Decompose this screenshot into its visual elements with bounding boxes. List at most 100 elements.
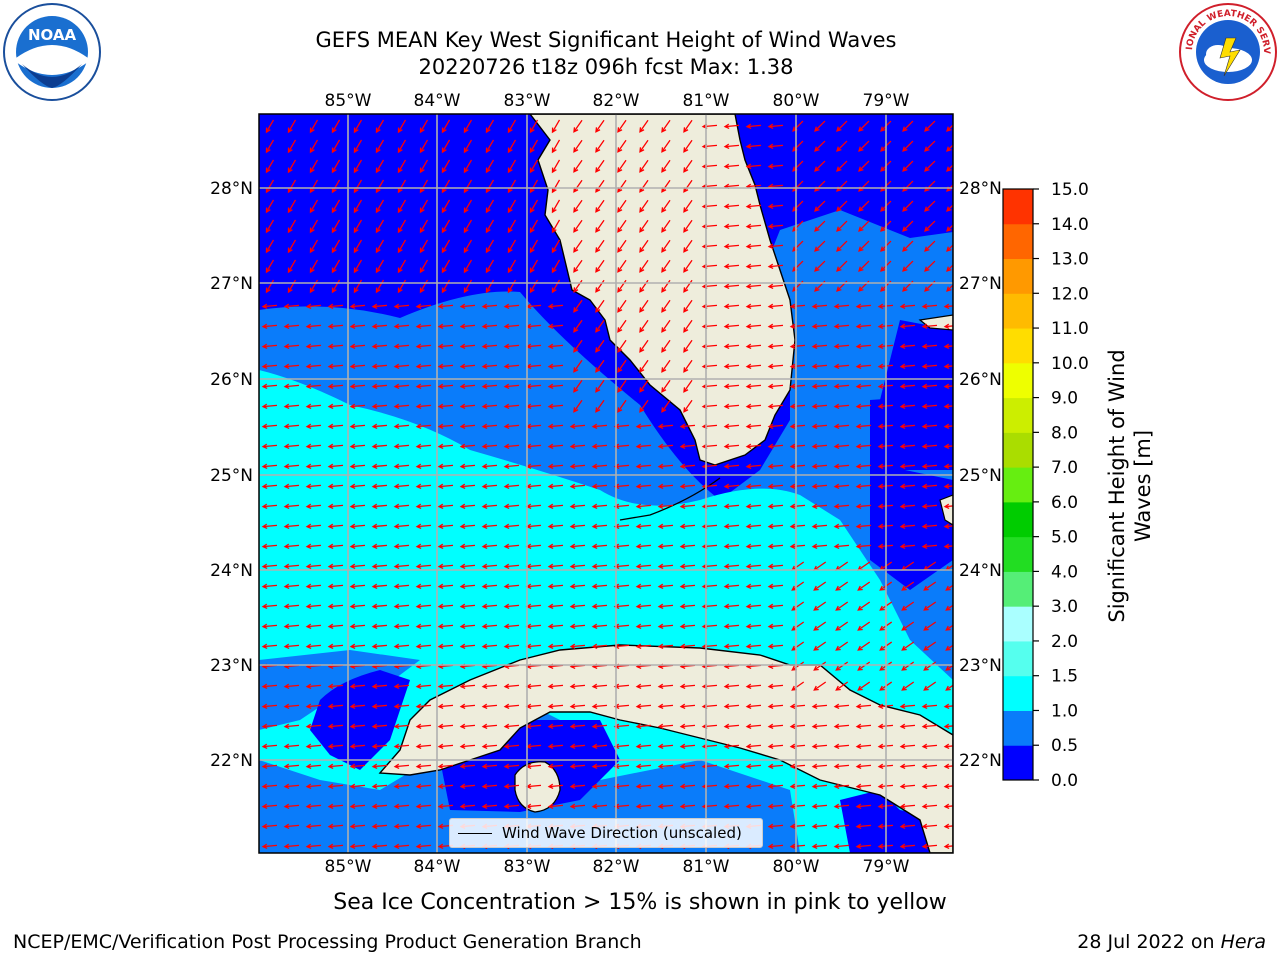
wind-wave-arrow [723,643,740,650]
wind-wave-arrow [767,743,784,750]
wind-wave-arrow [327,843,344,850]
wind-wave-arrow [833,803,850,810]
wind-wave-arrow [745,743,762,750]
wind-wave-arrow [639,159,649,173]
wind-wave-arrow [547,803,564,810]
wind-wave-arrow [835,661,849,671]
colorbar-tick-label: 9.0 [1051,389,1078,409]
wind-wave-arrow [287,239,297,254]
wind-wave-arrow [635,483,652,490]
wind-wave-arrow [503,543,520,550]
wind-wave-arrow [902,260,914,272]
wind-wave-arrow [789,343,806,350]
wind-wave-arrow [921,703,938,710]
wind-wave-arrow [921,323,938,330]
wind-wave-arrow [353,119,363,134]
wind-wave-arrow [353,179,363,194]
wind-wave-arrow [485,119,495,134]
wind-wave-arrow [261,503,278,510]
wind-wave-arrow [463,219,473,234]
colorbar-segment [1003,223,1033,260]
wind-wave-arrow [833,783,850,790]
wind-wave-arrow [283,483,300,490]
lon-label-top: 81°W [683,91,730,111]
wind-wave-arrow [924,160,936,172]
wind-wave-arrow [924,220,936,232]
wind-wave-arrow [265,179,275,194]
wind-wave-arrow [437,503,454,510]
wind-wave-arrow [305,563,322,570]
wind-wave-arrow [745,123,762,130]
wind-wave-arrow [635,523,652,530]
wind-wave-arrow [459,383,476,390]
wind-wave-arrow [547,483,564,490]
wind-wave-arrow [814,120,826,132]
wind-wave-arrow [459,423,476,430]
wind-wave-arrow [591,763,608,770]
wind-wave-arrow [397,259,407,274]
wind-wave-arrow [375,179,385,194]
wind-wave-arrow [393,703,410,710]
wind-wave-arrow [899,843,916,850]
wind-wave-arrow [393,583,410,590]
nws-logo: NATIONAL WEATHER SERVICE [1174,0,1278,102]
wind-wave-arrow [415,603,432,610]
wind-wave-arrow [946,144,953,152]
wind-wave-arrow [679,683,696,690]
wind-wave-arrow [855,763,872,770]
colorbar-tick-label: 12.0 [1051,284,1089,304]
wind-wave-arrow [789,403,806,410]
wind-wave-arrow [265,139,275,154]
wind-wave-arrow [459,643,476,650]
wind-wave-arrow [327,343,344,350]
wind-wave-arrow [767,463,784,470]
colorbar-tick-label: 15.0 [1051,180,1089,200]
wind-wave-arrow [547,363,564,370]
wind-wave-arrow [437,683,454,690]
wind-wave-arrow [657,423,674,430]
wind-wave-arrow [569,643,586,650]
wind-wave-arrow [767,363,784,370]
wind-wave-arrow [858,260,870,272]
colorbar-tick-label: 11.0 [1051,319,1089,339]
wind-wave-arrow [813,641,827,651]
wind-wave-arrow [899,543,916,550]
wind-wave-arrow [415,303,432,310]
wind-wave-arrow [836,260,848,272]
wind-wave-arrow [415,743,432,750]
wind-wave-arrow [679,463,696,470]
wind-wave-arrow [767,483,784,490]
wind-wave-arrow [857,661,871,671]
wind-wave-arrow [789,323,806,330]
wind-wave-arrow [481,623,498,630]
wind-wave-arrow [946,164,953,172]
wind-wave-arrow [683,359,693,373]
colorbar-tick-label: 2.0 [1051,632,1078,652]
wind-wave-arrow [789,543,806,550]
wind-wave-arrow [371,503,388,510]
wind-wave-arrow [349,603,366,610]
wind-wave-arrow [767,803,784,810]
wind-wave-arrow [547,563,564,570]
wind-wave-arrow [437,483,454,490]
wind-wave-arrow [485,279,495,294]
wind-wave-arrow [573,299,583,313]
wind-wave-arrow [723,523,740,530]
wind-wave-arrow [437,443,454,450]
wind-wave-arrow [503,323,520,330]
wind-wave-arrow [767,143,784,150]
wind-wave-arrow [415,403,432,410]
wind-wave-arrow [835,681,849,691]
wind-wave-arrow [437,803,454,810]
wind-wave-arrow [683,239,693,253]
wind-wave-arrow [833,403,850,410]
wind-wave-arrow [529,199,539,214]
wind-wave-arrow [503,523,520,530]
wind-wave-arrow [283,463,300,470]
colorbar-segment [1003,432,1033,468]
wind-wave-arrow [437,403,454,410]
wind-wave-arrow [683,339,693,353]
wind-wave-arrow [635,583,652,590]
wind-wave-arrow [349,623,366,630]
wind-wave-arrow [858,140,870,152]
